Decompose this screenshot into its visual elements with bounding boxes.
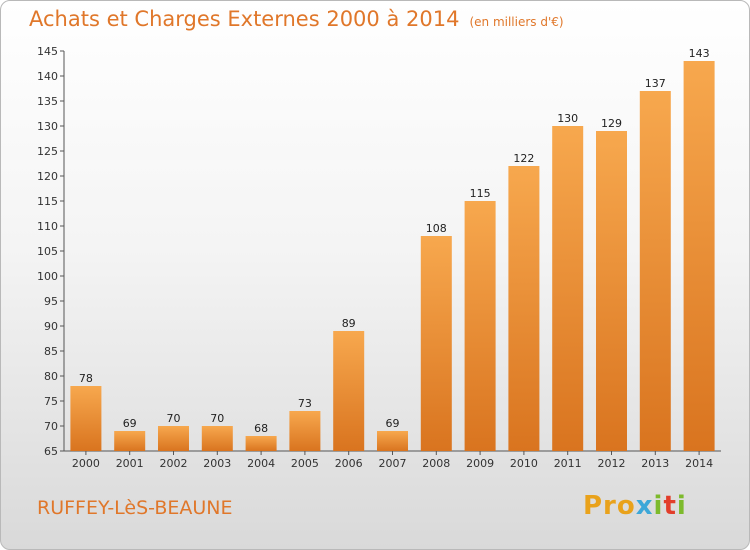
value-label: 129 bbox=[601, 117, 622, 130]
bar bbox=[377, 431, 408, 451]
bar bbox=[158, 426, 189, 451]
x-tick-label: 2013 bbox=[641, 457, 669, 470]
x-tick-label: 2002 bbox=[160, 457, 188, 470]
y-tick-label: 75 bbox=[44, 395, 58, 408]
value-label: 69 bbox=[386, 417, 400, 430]
bar bbox=[464, 201, 496, 451]
value-label: 122 bbox=[513, 152, 534, 165]
value-label: 68 bbox=[254, 422, 268, 435]
x-tick-label: 2001 bbox=[116, 457, 144, 470]
y-tick-label: 120 bbox=[37, 170, 58, 183]
x-tick-label: 2011 bbox=[554, 457, 582, 470]
y-tick-label: 115 bbox=[37, 195, 58, 208]
value-label: 78 bbox=[79, 372, 93, 385]
y-tick-label: 145 bbox=[37, 45, 58, 58]
value-label: 70 bbox=[167, 412, 181, 425]
value-label: 137 bbox=[645, 77, 666, 90]
y-tick-label: 90 bbox=[44, 320, 58, 333]
value-label: 70 bbox=[210, 412, 224, 425]
x-axis: 2000 2001 2002 2003 2004 2005 2006 2007 2008 2009… bbox=[64, 450, 721, 470]
x-tick-label: 2007 bbox=[379, 457, 407, 470]
x-tick-label: 2009 bbox=[466, 457, 494, 470]
value-label: 73 bbox=[298, 397, 312, 410]
bar bbox=[639, 91, 671, 451]
y-tick-label: 130 bbox=[37, 120, 58, 133]
x-tick-label: 2008 bbox=[422, 457, 450, 470]
y-tick-label: 110 bbox=[37, 220, 58, 233]
x-tick-label: 2003 bbox=[203, 457, 231, 470]
value-labels: 78 69 70 70 68 73 89 69 108 115 122 130 129 137 143 bbox=[79, 47, 710, 435]
y-tick-label: 85 bbox=[44, 345, 58, 358]
y-tick-label: 125 bbox=[37, 145, 58, 158]
y-tick-label: 95 bbox=[44, 295, 58, 308]
bar bbox=[333, 331, 365, 451]
bar bbox=[420, 236, 452, 451]
x-tick-label: 2005 bbox=[291, 457, 319, 470]
y-tick-label: 65 bbox=[44, 445, 58, 458]
x-tick-label: 2014 bbox=[685, 457, 713, 470]
bar bbox=[245, 436, 277, 451]
value-label: 143 bbox=[689, 47, 710, 60]
proxiti-logo: Proxiti bbox=[583, 491, 687, 521]
y-axis: 65 70 75 80 85 90 95 100 105 110 115 120 125 130 135 14… bbox=[37, 45, 65, 458]
value-label: 130 bbox=[557, 112, 578, 125]
bars bbox=[70, 61, 715, 451]
x-tick-label: 2010 bbox=[510, 457, 538, 470]
x-tick-label: 2006 bbox=[335, 457, 363, 470]
bar bbox=[508, 166, 540, 451]
y-tick-label: 70 bbox=[44, 420, 58, 433]
commune-name: RUFFEY-LèS-BEAUNE bbox=[37, 497, 233, 519]
chart-title: Achats et Charges Externes 2000 à 2014 (e… bbox=[29, 7, 564, 31]
y-tick-label: 80 bbox=[44, 370, 58, 383]
y-tick-label: 135 bbox=[37, 95, 58, 108]
x-tick-label: 2004 bbox=[247, 457, 275, 470]
bar bbox=[552, 126, 584, 451]
value-label: 69 bbox=[123, 417, 137, 430]
value-label: 108 bbox=[426, 222, 447, 235]
x-tick-label: 2000 bbox=[72, 457, 100, 470]
chart-subtitle: (en milliers d'€) bbox=[469, 15, 564, 29]
bar bbox=[596, 131, 627, 451]
value-label: 115 bbox=[470, 187, 491, 200]
bar bbox=[201, 426, 233, 451]
y-tick-label: 140 bbox=[37, 70, 58, 83]
y-tick-label: 105 bbox=[37, 245, 58, 258]
bar bbox=[114, 431, 146, 451]
bar bbox=[70, 386, 102, 451]
bar bbox=[683, 61, 715, 451]
bar bbox=[289, 411, 321, 451]
value-label: 89 bbox=[342, 317, 356, 330]
x-tick-label: 2012 bbox=[598, 457, 626, 470]
y-tick-label: 100 bbox=[37, 270, 58, 283]
